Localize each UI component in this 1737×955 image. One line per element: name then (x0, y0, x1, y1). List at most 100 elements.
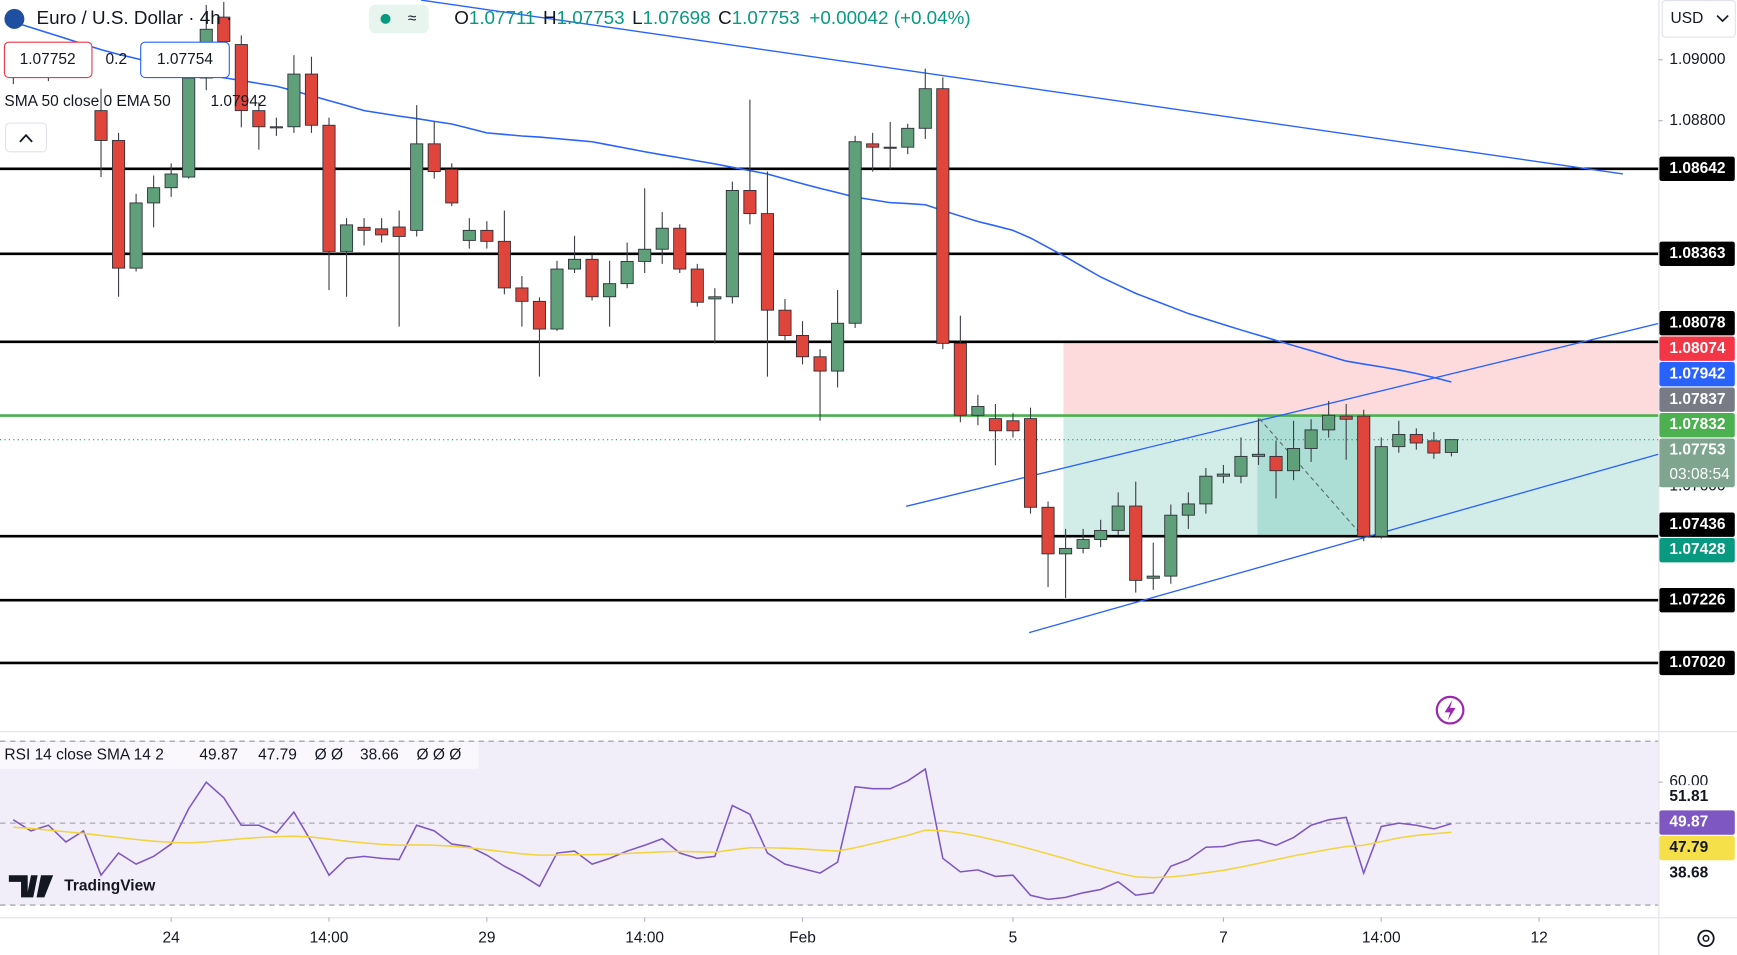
ohlc-label: L (632, 7, 642, 28)
sell-price: 1.07752 (20, 51, 76, 68)
price-tag-label: 1.07942 (1669, 365, 1725, 382)
price-tag (1659, 311, 1735, 336)
ohlc-label: O (454, 7, 469, 28)
price-tag-label: 49.87 (1669, 814, 1708, 831)
price-tag-label: 38.68 (1669, 865, 1708, 882)
candle-body (1146, 575, 1160, 579)
price-tag (1659, 537, 1735, 563)
ohlc-label: C (718, 7, 732, 28)
candle-body (1392, 434, 1406, 448)
trendline (420, 0, 1623, 175)
collapse-button[interactable] (4, 122, 48, 153)
sell-button[interactable] (3, 41, 93, 79)
ema (13, 21, 1452, 383)
price-tag (1659, 438, 1735, 488)
candle-body (1287, 448, 1301, 472)
axes: 24 14:00 29 14:00 Feb 5 7 14:00 12 1.09000 1.08800… (163, 51, 1735, 946)
settings-gear (1697, 929, 1715, 947)
candle-body (392, 226, 406, 237)
price-tag (1659, 241, 1735, 266)
price-tag-label: 1.08074 (1669, 340, 1725, 357)
x-tick-label: 14:00 (1362, 929, 1401, 946)
alert-icon[interactable] (1435, 695, 1465, 725)
candle-body (638, 248, 652, 262)
rsi-legend-sma: 47.79 (258, 747, 297, 764)
candle-body (918, 88, 932, 129)
candle-body (971, 405, 985, 416)
rsi-line (12, 767, 1452, 901)
brand-name: TradingView (64, 877, 156, 894)
x-tick-label: 14:00 (310, 929, 349, 946)
currency-label: USD (1671, 10, 1704, 27)
candle-body (1322, 414, 1336, 431)
channel-lower (1028, 453, 1659, 634)
candle-body (94, 110, 108, 141)
buy-price: 1.07754 (157, 51, 213, 68)
x-tick-label: 24 (163, 929, 181, 946)
candle-body (1234, 455, 1248, 477)
candle-body (883, 146, 897, 149)
candle-body (1199, 475, 1213, 505)
candle-body (217, 16, 231, 42)
price-tag-label: 1.07837 (1669, 391, 1725, 408)
candle-body (901, 127, 915, 148)
price-tag (1659, 362, 1735, 387)
currency-select[interactable]: USD (1661, 0, 1736, 38)
ohlc-value: 1.07698 (643, 7, 711, 28)
rsi-legend-extra: Ø Ø (315, 747, 343, 764)
delay-icon: ≈ (408, 10, 417, 27)
rsi-legend: RSI 14 close SMA 14 2 49.87 47.79 Ø Ø 38… (0, 742, 479, 769)
candle-body (1076, 539, 1090, 549)
candle-body (1251, 453, 1266, 457)
candle-body (1269, 455, 1283, 472)
alert-bolt (1444, 700, 1456, 721)
candle-body (1427, 440, 1441, 454)
symbol-title: Euro / U.S. Dollar · 4h · (37, 7, 233, 28)
ohlc-line: O1.07711 H1.07753 L1.07698 C1.07753 +0.0… (454, 7, 970, 28)
candle-body (1409, 434, 1423, 444)
collapse-chevron (19, 133, 33, 143)
candle-body (988, 418, 1002, 432)
rsi-legend-extra: 38.66 (360, 747, 399, 764)
price-tag (1659, 336, 1735, 361)
candle-body (708, 296, 722, 300)
price-tag (1659, 588, 1735, 613)
price-tag-label: 1.08642 (1669, 160, 1725, 177)
stop-zone (1063, 341, 1659, 416)
candle-body (147, 187, 161, 204)
candle-body (234, 44, 248, 112)
price-tag-label: 1.08363 (1669, 245, 1725, 262)
x-tick-label: 14:00 (625, 929, 664, 946)
price-tag (1659, 784, 1735, 810)
candle-body (480, 229, 494, 242)
candle-body (1357, 415, 1371, 537)
settings-button[interactable] (1697, 929, 1715, 947)
price-tag-label: 1.07428 (1669, 541, 1725, 558)
ohlc-label: H (543, 7, 557, 28)
price-tag (1659, 810, 1735, 835)
brand-logo (8, 875, 54, 898)
candle-body (445, 168, 459, 204)
x-tick-label: Feb (789, 929, 816, 946)
ohlc-value: 1.07711 (469, 7, 536, 28)
buy-button[interactable] (140, 41, 230, 79)
candle-body (813, 356, 827, 372)
price-tag (1659, 512, 1735, 537)
candle-body (252, 110, 266, 128)
status-badge[interactable] (368, 4, 429, 34)
candle-body (1304, 429, 1318, 449)
candle-body (462, 229, 476, 241)
price-tag (1659, 156, 1735, 182)
candle-body (410, 143, 424, 231)
candle-body (1339, 415, 1353, 420)
candle-body (953, 342, 967, 416)
candle-body (129, 202, 143, 269)
ema-legend-value: 1.07942 (210, 93, 266, 110)
price-tag-label: 1.07436 (1669, 516, 1725, 533)
candle-body (1374, 446, 1388, 537)
candle-body (760, 213, 774, 311)
rsi-legend-value: 49.87 (199, 747, 238, 764)
candle-body (357, 226, 371, 231)
